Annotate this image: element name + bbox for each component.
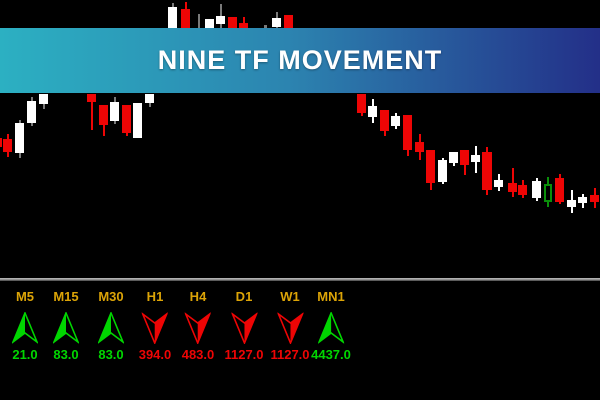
candle <box>508 183 517 192</box>
tf-label: H1 <box>146 289 164 304</box>
down-arrow-icon <box>184 312 211 344</box>
candle <box>145 94 154 103</box>
candle <box>15 123 24 153</box>
tf-value: 1127.0 <box>224 347 264 362</box>
indicator-panel: M5 21.0 M15 83.0 M30 <box>0 281 600 400</box>
candle <box>284 15 293 32</box>
candle <box>239 23 248 32</box>
candlestick-chart[interactable] <box>0 0 600 279</box>
candle <box>426 150 435 183</box>
candle <box>578 197 587 203</box>
tf-label: MN1 <box>317 289 345 304</box>
tf-label: M15 <box>53 289 79 304</box>
candle <box>133 103 142 138</box>
candle <box>205 19 214 32</box>
candle <box>380 110 389 131</box>
candle <box>27 101 36 123</box>
banner-title: NINE TF MOVEMENT <box>157 45 443 75</box>
up-arrow-icon <box>317 312 344 344</box>
tf-column-d1: D1 1127.0 <box>224 281 263 362</box>
candle <box>110 102 119 121</box>
up-arrow-icon <box>12 312 38 344</box>
candle <box>494 180 503 187</box>
candle <box>368 106 377 117</box>
tf-value: 394.0 <box>138 347 172 362</box>
tf-column-h4: H4 483.0 <box>182 281 215 362</box>
candle <box>438 160 447 182</box>
tf-label: D1 <box>235 289 253 304</box>
tf-label: M30 <box>98 289 124 304</box>
candle-wick <box>90 94 93 130</box>
candle <box>460 150 469 165</box>
tf-column-m5: M5 21.0 <box>12 281 38 362</box>
candle <box>87 94 96 102</box>
candle <box>590 195 599 202</box>
tf-column-mn1: MN1 4437.0 <box>311 281 351 362</box>
candle <box>482 152 492 190</box>
tf-column-h1: H1 394.0 <box>139 281 172 362</box>
candle <box>39 94 48 104</box>
candle <box>228 17 237 32</box>
tf-label: W1 <box>280 289 300 304</box>
tf-column-m30: M30 83.0 <box>98 281 124 362</box>
candle <box>122 105 131 133</box>
candle <box>3 139 12 152</box>
candle <box>181 9 190 32</box>
candle-wick <box>511 168 514 197</box>
candle <box>0 138 2 147</box>
tf-value: 483.0 <box>181 347 215 362</box>
down-arrow-icon <box>230 312 257 344</box>
title-banner: NINE TF MOVEMENT <box>0 28 600 93</box>
down-arrow-icon <box>141 312 168 344</box>
candle <box>391 116 400 126</box>
tf-value: 83.0 <box>98 347 124 362</box>
panel-divider <box>0 278 600 281</box>
tf-value: 21.0 <box>12 347 38 362</box>
candle <box>555 178 564 202</box>
tf-label: M5 <box>15 289 35 304</box>
tf-value: 4437.0 <box>311 347 351 362</box>
up-arrow-icon <box>98 312 124 344</box>
candle <box>99 105 108 125</box>
down-arrow-icon <box>276 312 303 344</box>
up-arrow-icon <box>53 312 79 344</box>
tf-value: 1127.0 <box>270 347 310 362</box>
candle <box>449 152 458 163</box>
tf-value: 83.0 <box>53 347 79 362</box>
candle <box>567 200 576 207</box>
candle <box>518 185 527 195</box>
candle <box>168 7 177 32</box>
candle <box>272 18 281 27</box>
candle <box>216 16 225 24</box>
candle <box>403 115 412 150</box>
tf-label: H4 <box>189 289 207 304</box>
tf-column-m15: M15 83.0 <box>53 281 79 362</box>
candle <box>415 142 424 152</box>
candle <box>471 155 480 162</box>
candle <box>198 14 200 32</box>
candle <box>532 181 541 198</box>
tf-column-w1: W1 1127.0 <box>270 281 309 362</box>
candle <box>357 94 366 113</box>
candle <box>544 184 552 202</box>
